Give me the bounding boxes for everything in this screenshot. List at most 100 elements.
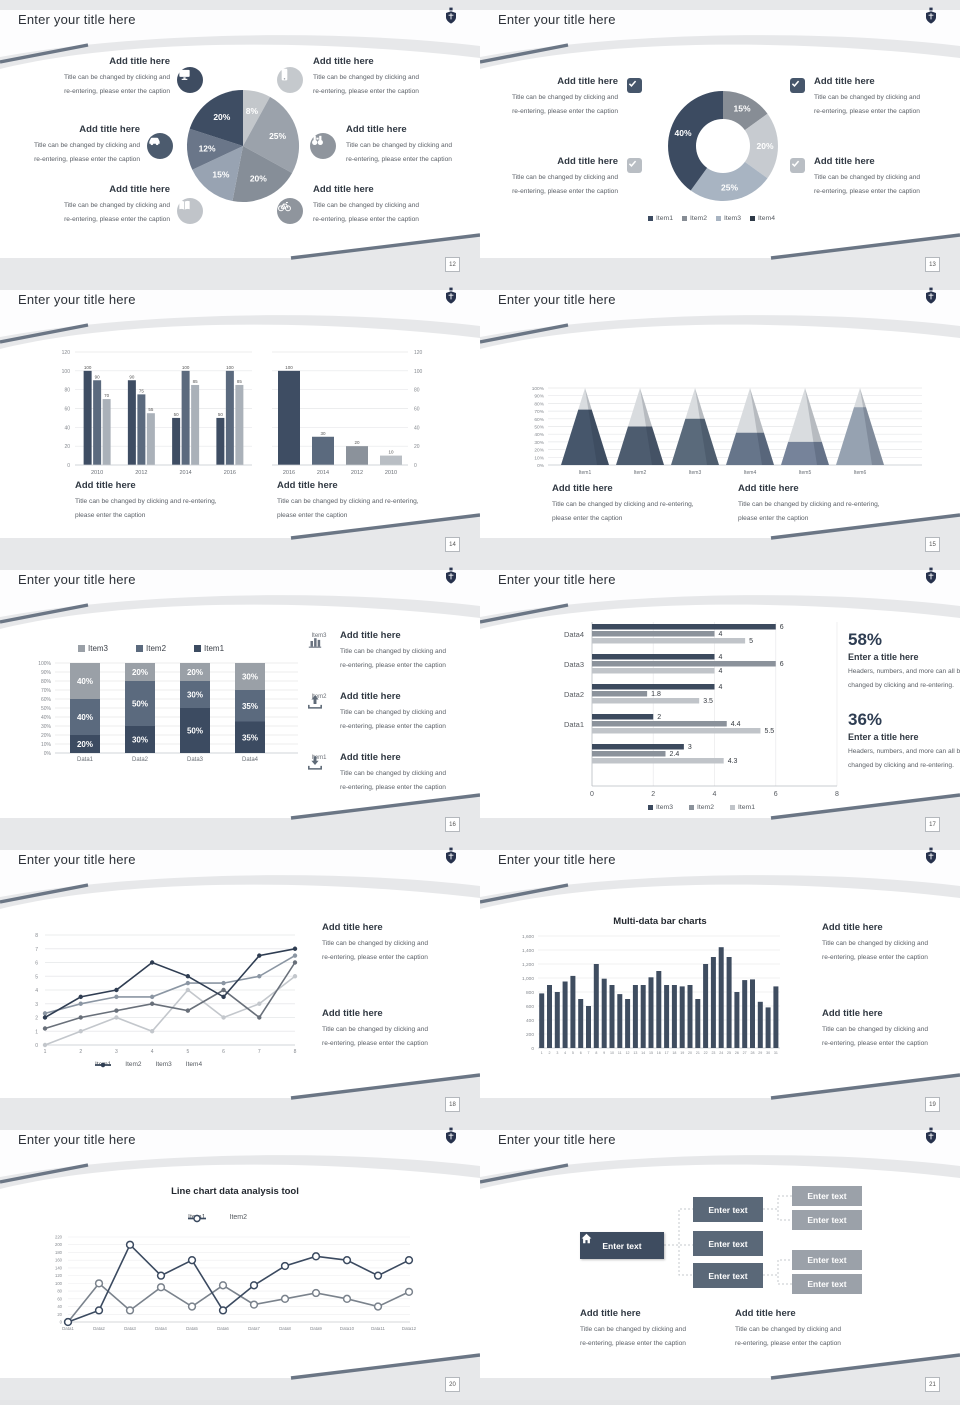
pie-slice[interactable]: [723, 113, 778, 179]
caption-line[interactable]: Headers, numbers, and more can all be: [848, 748, 960, 755]
line-series[interactable]: [44, 948, 296, 1019]
stacked-segment[interactable]: [180, 708, 210, 753]
stacked-segment[interactable]: [70, 735, 100, 753]
caption-line[interactable]: changed by clicking and re-entering.: [848, 761, 954, 769]
caption-line[interactable]: Title can be changed by clicking and: [511, 94, 618, 101]
pyramid[interactable]: [671, 388, 719, 465]
slide-title[interactable]: Enter your title here: [498, 12, 616, 27]
bar[interactable]: [102, 399, 111, 465]
add-title-heading[interactable]: Add title here: [340, 691, 401, 702]
hbar[interactable]: [592, 744, 684, 750]
pie-slice[interactable]: [189, 89, 243, 146]
caption-line[interactable]: please enter the caption: [277, 511, 348, 519]
hbar[interactable]: [592, 654, 715, 660]
node-mid[interactable]: Enter text: [693, 1263, 763, 1288]
hbar[interactable]: [592, 728, 761, 734]
stat-title[interactable]: Enter a title here: [848, 652, 919, 662]
bar[interactable]: [601, 978, 607, 1048]
bar[interactable]: [191, 384, 200, 465]
stacked-segment[interactable]: [125, 681, 155, 726]
chart-canvas[interactable]: 0204060801001201009070201090755520125010…: [0, 280, 480, 560]
bar[interactable]: [695, 999, 701, 1048]
add-title-heading[interactable]: Add title here: [277, 480, 338, 491]
node-leaf[interactable]: Enter text: [792, 1250, 862, 1270]
bar[interactable]: [703, 964, 709, 1048]
stacked-segment[interactable]: [235, 663, 265, 690]
caption-line[interactable]: re-entering, please enter the caption: [822, 953, 928, 961]
caption-line[interactable]: Title can be changed by clicking and: [340, 770, 447, 777]
stat-block[interactable]: 36% Enter a title here Headers, numbers, a…: [848, 710, 960, 772]
feature-block[interactable]: Add title here Title can be changed by cl…: [64, 56, 170, 98]
node-label[interactable]: Enter text: [807, 1215, 847, 1225]
hbar[interactable]: [592, 691, 648, 697]
pyramid[interactable]: [781, 388, 829, 465]
caption-line[interactable]: Title can be changed by clicking and: [322, 1026, 429, 1033]
add-title-heading[interactable]: Add title here: [822, 922, 883, 933]
pyramid[interactable]: [616, 388, 664, 465]
caption-line[interactable]: re-entering, please enter the caption: [313, 87, 419, 95]
checkbox-block[interactable]: Add title here Title can be changed by cl…: [512, 76, 618, 118]
stacked-segment[interactable]: [235, 721, 265, 754]
add-title-heading[interactable]: Add title here: [580, 1308, 641, 1319]
caption-line[interactable]: re-entering, please enter the caption: [822, 1039, 928, 1047]
chart-caption[interactable]: Add title here Title can be changed by cl…: [580, 1308, 686, 1350]
caption-line[interactable]: re-entering, please enter the caption: [814, 187, 920, 195]
caption-line[interactable]: re-entering, please enter the caption: [580, 1339, 686, 1347]
hbar[interactable]: [592, 668, 715, 674]
checkbox-block[interactable]: Add title here Title can be changed by cl…: [814, 76, 920, 118]
stat-block[interactable]: 58% Enter a title here Headers, numbers, a…: [848, 630, 960, 692]
add-title-heading[interactable]: Add title here: [313, 184, 374, 195]
bar[interactable]: [216, 417, 225, 465]
bar[interactable]: [225, 370, 234, 465]
side-block[interactable]: Add title here Title can be changed by cl…: [822, 922, 928, 964]
caption-line[interactable]: Title can be changed by clicking and: [33, 142, 140, 149]
node-label[interactable]: Enter text: [807, 1255, 847, 1265]
add-title-heading[interactable]: Add title here: [552, 483, 613, 494]
node-label[interactable]: Enter text: [708, 1238, 748, 1249]
caption-line[interactable]: re-entering, please enter the caption: [346, 155, 452, 163]
bar[interactable]: [656, 971, 662, 1048]
side-block[interactable]: Add title here Title can be changed by cl…: [340, 691, 446, 733]
bar[interactable]: [710, 957, 716, 1048]
stat-value[interactable]: 58%: [848, 630, 883, 649]
caption-line[interactable]: re-entering, please enter the caption: [814, 107, 920, 115]
bar[interactable]: [83, 370, 92, 465]
node-mid[interactable]: Enter text: [693, 1197, 763, 1222]
bar[interactable]: [146, 413, 155, 465]
chart-caption[interactable]: Add title here Title can be changed by cl…: [75, 480, 217, 522]
stat-title[interactable]: Enter a title here: [848, 732, 919, 742]
bar[interactable]: [632, 985, 638, 1048]
caption-line[interactable]: re-entering, please enter the caption: [340, 661, 446, 669]
caption-line[interactable]: Headers, numbers, and more can all be: [848, 668, 960, 675]
node-leaf[interactable]: Enter text: [792, 1186, 862, 1206]
add-title-heading[interactable]: Add title here: [735, 1308, 796, 1319]
stacked-segment[interactable]: [180, 681, 210, 708]
bar[interactable]: [648, 977, 654, 1048]
stacked-segment[interactable]: [70, 699, 100, 735]
side-block[interactable]: Add title here Title can be changed by cl…: [822, 1008, 928, 1050]
chart-canvas[interactable]: 0% 10%20% 30% 40%50% 60% 70% 80%90% 100% Item1 It…: [480, 280, 960, 560]
chart-caption[interactable]: Add title here Title can be changed by cl…: [277, 480, 419, 522]
caption-line[interactable]: Title can be changed by clicking and: [340, 709, 447, 716]
hbar[interactable]: [592, 758, 724, 764]
caption-line[interactable]: Title can be changed by clicking and: [822, 1026, 929, 1033]
caption-line[interactable]: Title can be changed by clicking and: [313, 74, 420, 81]
checkbox-block[interactable]: Add title here Title can be changed by cl…: [512, 156, 618, 198]
caption-line[interactable]: Title can be changed by clicking and: [814, 174, 921, 181]
add-title-heading[interactable]: Add title here: [557, 76, 618, 87]
add-title-heading[interactable]: Add title here: [340, 752, 401, 763]
add-title-heading[interactable]: Add title here: [340, 630, 401, 641]
bar[interactable]: [554, 992, 560, 1048]
bar[interactable]: [664, 985, 670, 1048]
caption-line[interactable]: Title can be changed by clicking and: [340, 648, 447, 655]
add-title-heading[interactable]: Add title here: [109, 184, 170, 195]
caption-line[interactable]: Title can be changed by clicking and re-…: [277, 498, 419, 505]
add-title-heading[interactable]: Add title here: [322, 1008, 383, 1019]
add-title-heading[interactable]: Add title here: [313, 56, 374, 67]
side-block[interactable]: Add title here Title can be changed by cl…: [322, 1008, 428, 1050]
pie-slice[interactable]: [243, 96, 300, 173]
bar[interactable]: [539, 993, 545, 1048]
caption-line[interactable]: re-entering, please enter the caption: [64, 87, 170, 95]
add-title-heading[interactable]: Add title here: [109, 56, 170, 67]
hbar[interactable]: [592, 714, 654, 720]
